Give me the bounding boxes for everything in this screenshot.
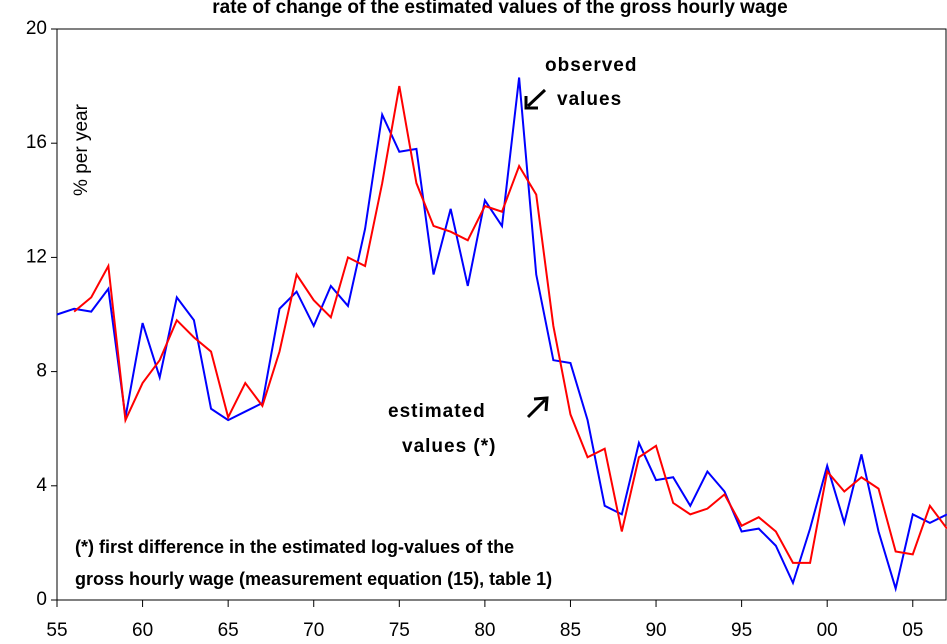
annotation: values — [557, 89, 622, 110]
x-tick-label: 05 — [902, 620, 923, 641]
x-tick-label: 80 — [474, 620, 495, 641]
arrow — [524, 88, 549, 419]
y-tick-label: 20 — [26, 18, 47, 39]
x-tick-label: 60 — [132, 620, 153, 641]
y-tick-label: 4 — [36, 475, 47, 496]
y-axis-label: % per year — [71, 103, 92, 196]
annotation: observed — [545, 55, 637, 76]
series-line — [73, 85, 947, 564]
annotation: values (*) — [402, 436, 496, 457]
x-tick-label: 75 — [389, 620, 410, 641]
y-tick-label: 16 — [26, 132, 47, 153]
x-tick-label: 95 — [731, 620, 752, 641]
x-tick-label: 90 — [645, 620, 666, 641]
x-tick-label: 00 — [817, 620, 838, 641]
footnote: gross hourly wage (measurement equation … — [75, 569, 552, 589]
y-tick-label: 12 — [26, 246, 47, 267]
footnote: (*) first difference in the estimated lo… — [75, 537, 514, 557]
x-tick-label: 70 — [303, 620, 324, 641]
x-tick-label: 55 — [46, 620, 67, 641]
x-tick-label: 85 — [560, 620, 581, 641]
chart-title: rate of change of the estimated values o… — [212, 0, 787, 18]
x-tick-label: 65 — [218, 620, 239, 641]
series-line — [56, 77, 947, 593]
y-tick-label: 8 — [36, 361, 47, 382]
annotation: estimated — [388, 401, 486, 422]
y-tick-label: 0 — [36, 589, 47, 610]
